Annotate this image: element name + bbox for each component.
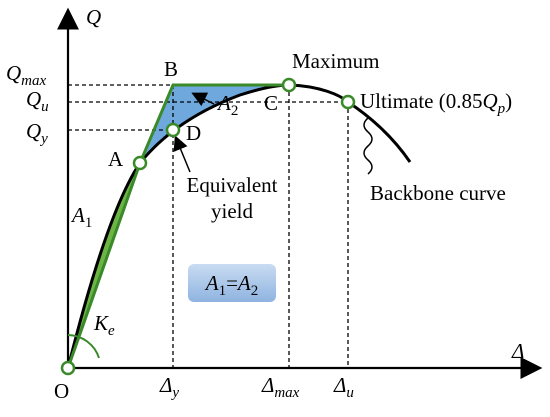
- text-part: max: [274, 385, 299, 401]
- text-part: 1: [219, 283, 227, 299]
- text-part: A: [236, 271, 251, 295]
- point-label: B: [164, 57, 178, 81]
- text-part: max: [21, 73, 46, 89]
- y-tick: Qu: [26, 87, 49, 115]
- text-part: y: [170, 385, 179, 401]
- annotation: Equivalent: [187, 173, 278, 197]
- text-part: 2: [251, 283, 259, 299]
- text-part: 2: [231, 103, 239, 119]
- origin-label: O: [54, 379, 69, 403]
- text-part: Q: [26, 119, 41, 143]
- backbone-curve: [66, 83, 412, 369]
- point-label: A: [108, 147, 124, 171]
- y-tick: Qy: [26, 119, 48, 147]
- arrow: [191, 92, 215, 107]
- arrow: [173, 135, 191, 173]
- text-part: Δ: [261, 373, 274, 397]
- area-label: A2: [216, 91, 238, 119]
- point-label: Maximum: [292, 49, 380, 73]
- leader-squiggle: [363, 117, 373, 175]
- text-part: 1: [85, 215, 93, 231]
- text-part: Q: [482, 89, 497, 113]
- point-label: D: [186, 121, 201, 145]
- x-tick: Δmax: [261, 373, 300, 401]
- text-part: Δ: [159, 373, 172, 397]
- bilinear-line: [66, 83, 289, 369]
- text-part: Δ: [333, 373, 346, 397]
- x-label: Δ: [511, 339, 524, 363]
- text-part: ): [505, 89, 512, 113]
- text-part: u: [346, 385, 354, 401]
- y-label: Q: [86, 5, 101, 29]
- equation-box: [188, 264, 276, 302]
- ultimate-label: Ultimate (0.85Qp): [360, 89, 512, 117]
- text-part: Ultimate (0.85: [360, 89, 482, 113]
- text-part: p: [497, 101, 506, 117]
- point-label: C: [264, 91, 278, 115]
- area-a2: [140, 85, 289, 163]
- annotation: Backbone curve: [370, 181, 506, 205]
- stiffness-label: Ke: [93, 311, 115, 339]
- text-part: K: [93, 311, 109, 335]
- text-part: A: [216, 91, 231, 115]
- points: [60, 77, 356, 376]
- area-label: A1: [70, 203, 92, 231]
- text-part: u: [41, 99, 49, 115]
- text-part: A: [204, 271, 219, 295]
- text-part: A: [70, 203, 85, 227]
- equation: A1=A2: [204, 271, 259, 299]
- text-part: y: [39, 131, 48, 147]
- text-part: Q: [6, 61, 21, 85]
- stiffness-arc: [67, 334, 100, 359]
- x-tick: Δu: [333, 373, 354, 401]
- y-tick: Qmax: [6, 61, 47, 89]
- text-part: e: [108, 323, 115, 339]
- annotation: yield: [211, 199, 253, 223]
- text-part: =: [226, 271, 238, 295]
- text-part: Q: [26, 87, 41, 111]
- x-tick: Δy: [159, 373, 179, 401]
